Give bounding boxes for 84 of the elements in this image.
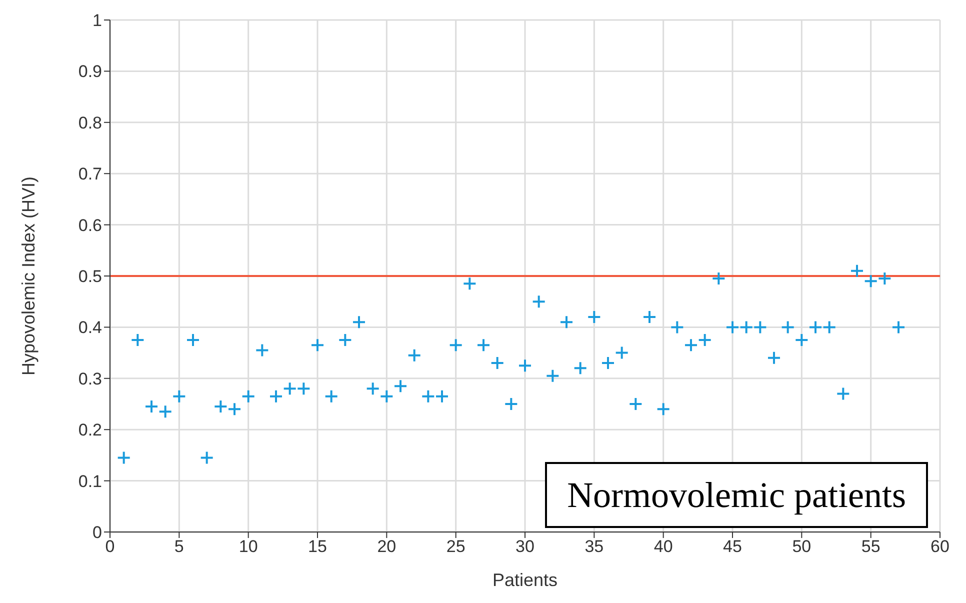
x-tick-label: 40: [654, 537, 673, 556]
point: [338, 333, 352, 347]
point: [394, 379, 408, 394]
point: [435, 389, 449, 404]
point: [352, 315, 366, 330]
point: [767, 350, 781, 365]
point: [228, 402, 242, 416]
point: [282, 382, 297, 396]
point: [628, 397, 643, 411]
y-tick-label: 0.2: [78, 420, 102, 440]
point: [850, 264, 864, 278]
y-tick-label: 0.1: [78, 472, 102, 491]
point: [601, 356, 615, 370]
point: [116, 450, 131, 465]
point: [130, 333, 145, 347]
point: [504, 397, 518, 411]
annotation: Normovolemic patients: [545, 462, 928, 528]
point: [518, 358, 532, 373]
x-tick-label: 25: [446, 537, 466, 556]
point: [892, 320, 906, 334]
point: [532, 294, 546, 309]
point: [158, 404, 172, 419]
point: [241, 389, 256, 404]
x-tick-label: 15: [308, 537, 327, 556]
x-tick-label: 60: [930, 537, 950, 556]
point: [448, 338, 463, 352]
point: [490, 356, 504, 370]
point: [864, 274, 878, 288]
point: [214, 400, 228, 414]
point: [780, 320, 795, 334]
x-tick-label: 0: [105, 537, 115, 556]
point: [476, 338, 490, 352]
x-axis-title: Patients: [492, 570, 558, 590]
point: [380, 389, 394, 404]
point: [366, 382, 380, 396]
point: [421, 389, 436, 404]
x-tick-label: 35: [584, 537, 604, 556]
point: [794, 333, 809, 347]
point: [670, 320, 684, 334]
point: [462, 276, 477, 291]
point: [712, 272, 726, 286]
y-tick-label: 0.8: [78, 113, 102, 132]
point: [310, 338, 324, 352]
point: [269, 389, 283, 404]
point: [878, 272, 892, 286]
point: [186, 333, 200, 347]
point: [172, 389, 186, 404]
y-tick-label: 0.4: [78, 318, 102, 338]
y-tick-label: 0.9: [78, 62, 102, 82]
point: [656, 402, 670, 416]
x-tick-label: 45: [723, 537, 742, 556]
point: [698, 333, 712, 347]
x-tick-label: 50: [792, 537, 812, 556]
point: [324, 389, 338, 404]
point: [753, 320, 768, 334]
x-tick-label: 30: [516, 537, 534, 556]
y-tick-label: 0: [92, 523, 102, 542]
point: [573, 361, 588, 376]
x-tick-label: 5: [174, 537, 184, 556]
y-tick-label: 0.6: [78, 216, 102, 235]
x-tick-label: 55: [861, 537, 880, 556]
point: [296, 382, 311, 396]
point: [546, 368, 560, 383]
x-tick-label: 20: [377, 537, 396, 556]
point: [822, 320, 836, 334]
point: [407, 348, 422, 362]
point: [614, 346, 629, 360]
x-tick-label: 10: [238, 537, 258, 556]
point: [836, 386, 850, 401]
point: [560, 315, 574, 330]
point: [255, 343, 270, 358]
point: [642, 310, 656, 324]
point: [144, 400, 158, 414]
point: [587, 310, 602, 324]
point: [684, 338, 698, 352]
y-tick-label: 0.7: [78, 164, 102, 184]
y-axis-title: Hypovolemic Index (HVI): [18, 176, 38, 376]
y-tick-label: 0.5: [78, 267, 102, 286]
y-tick-label: 0.3: [78, 369, 102, 388]
y-tick-label: 1: [92, 11, 102, 30]
point: [726, 320, 740, 334]
point: [200, 450, 214, 465]
point: [808, 320, 822, 334]
point: [739, 320, 754, 334]
